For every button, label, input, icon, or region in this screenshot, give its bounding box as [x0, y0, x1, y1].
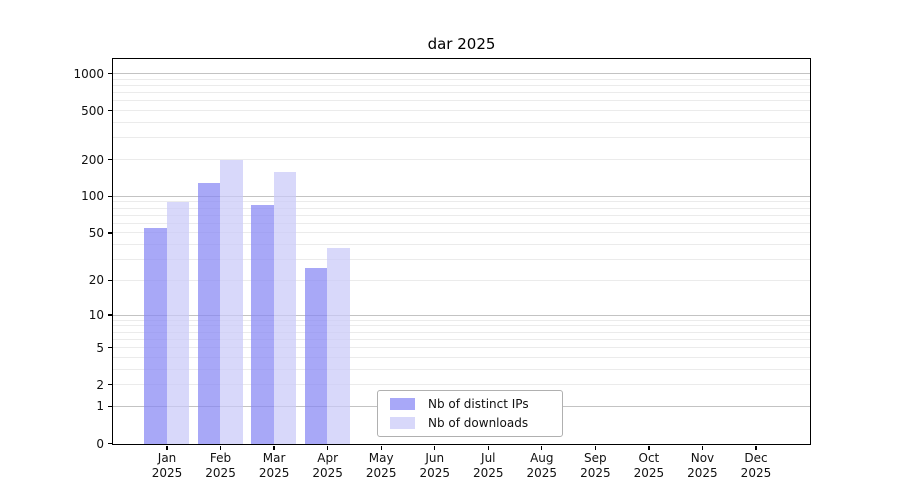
- y-tick-mark: [108, 405, 113, 408]
- minor-gridline: [113, 100, 810, 102]
- y-tick-mark: [108, 346, 113, 349]
- x-tick-mark: [541, 445, 543, 450]
- y-tick-label: 5: [96, 340, 104, 355]
- minor-gridline: [113, 356, 810, 358]
- y-tick-mark: [108, 314, 113, 316]
- x-tick-label-dec: Dec 2025: [740, 451, 772, 480]
- y-tick-mark: [108, 232, 113, 234]
- y-tick-mark: [108, 442, 113, 445]
- legend-swatch-downloads: [390, 417, 415, 429]
- legend-label-downloads: Nb of downloads: [428, 416, 529, 430]
- bar-distinct-ips-apr: [304, 267, 328, 444]
- legend: Nb of distinct IPs Nb of downloads: [377, 390, 563, 437]
- x-tick-mark: [648, 445, 650, 450]
- minor-gridline: [113, 201, 810, 203]
- minor-gridline: [113, 331, 810, 333]
- minor-gridline: [113, 122, 810, 124]
- legend-item-downloads: Nb of downloads: [386, 416, 554, 430]
- minor-gridline: [113, 244, 810, 246]
- y-tick-label: 1: [96, 399, 104, 414]
- minor-gridline: [113, 92, 810, 94]
- minor-gridline: [113, 279, 810, 281]
- minor-gridline: [113, 347, 810, 349]
- x-tick-mark: [380, 445, 382, 450]
- bar-distinct-ips-feb: [197, 182, 221, 444]
- bar-downloads-feb: [220, 160, 243, 444]
- x-tick-label-apr: Apr 2025: [312, 451, 343, 480]
- x-tick-mark: [434, 445, 436, 450]
- y-tick-mark: [108, 384, 113, 386]
- x-tick-mark: [487, 445, 489, 450]
- y-tick-mark: [108, 279, 113, 282]
- y-tick-label: 20: [88, 273, 104, 288]
- minor-gridline: [113, 159, 810, 160]
- minor-gridline: [113, 78, 810, 80]
- bar-downloads-mar: [273, 171, 297, 444]
- y-tick-label: 2: [96, 377, 104, 392]
- minor-gridline: [113, 325, 810, 327]
- minor-gridline: [113, 110, 810, 112]
- minor-gridline: [113, 319, 810, 321]
- bar-distinct-ips-mar: [251, 204, 274, 444]
- y-tick-label: 100: [81, 189, 104, 204]
- x-tick-label-jun: Jun 2025: [419, 451, 450, 480]
- x-tick-mark: [219, 445, 222, 450]
- major-gridline: [113, 195, 810, 197]
- x-tick-label-nov: Nov 2025: [687, 451, 718, 480]
- minor-gridline: [113, 259, 810, 261]
- x-tick-label-feb: Feb 2025: [205, 451, 236, 480]
- y-tick-mark: [108, 109, 113, 112]
- y-tick-label: 200: [81, 152, 104, 167]
- minor-gridline: [113, 338, 810, 340]
- y-tick-label: 0: [96, 436, 104, 451]
- legend-label-distinct-ips: Nb of distinct IPs: [428, 397, 529, 411]
- x-tick-mark: [701, 445, 704, 450]
- x-tick-label-mar: Mar 2025: [258, 451, 290, 480]
- minor-gridline: [113, 368, 810, 370]
- y-tick-mark: [108, 195, 113, 197]
- minor-gridline: [113, 84, 810, 86]
- major-gridline: [113, 314, 810, 316]
- x-tick-label-jul: Jul 2025: [472, 451, 504, 480]
- minor-gridline: [113, 232, 810, 234]
- major-gridline: [113, 73, 810, 75]
- x-tick-label-sep: Sep 2025: [580, 451, 611, 480]
- minor-gridline: [113, 384, 810, 386]
- y-tick-label: 1000: [73, 66, 104, 81]
- y-tick-label: 500: [81, 103, 104, 118]
- legend-swatch-distinct-ips: [390, 398, 415, 410]
- plot-area: [112, 58, 811, 445]
- y-tick-label: 10: [88, 308, 104, 323]
- x-tick-label-aug: Aug 2025: [526, 451, 558, 480]
- minor-gridline: [113, 207, 810, 209]
- bar-distinct-ips-jan: [144, 227, 167, 444]
- plot-canvas: [113, 59, 810, 444]
- x-tick-label-jan: Jan 2025: [151, 451, 183, 480]
- x-tick-label-may: May 2025: [365, 451, 397, 480]
- x-tick-mark: [273, 445, 275, 450]
- minor-gridline: [113, 222, 810, 224]
- x-tick-mark: [755, 445, 757, 450]
- y-tick-label: 50: [88, 225, 104, 240]
- minor-gridline: [113, 137, 810, 139]
- x-tick-mark: [327, 445, 329, 450]
- y-tick-mark: [108, 72, 113, 75]
- y-tick-mark: [108, 158, 113, 161]
- legend-item-distinct-ips: Nb of distinct IPs: [386, 397, 554, 411]
- minor-gridline: [113, 214, 810, 216]
- x-tick-label-oct: Oct 2025: [633, 451, 665, 480]
- x-tick-mark: [166, 445, 168, 450]
- chart-title: dar 2025: [427, 35, 496, 53]
- x-tick-mark: [594, 445, 596, 450]
- bar-downloads-jan: [166, 201, 190, 444]
- bar-downloads-apr: [327, 247, 350, 444]
